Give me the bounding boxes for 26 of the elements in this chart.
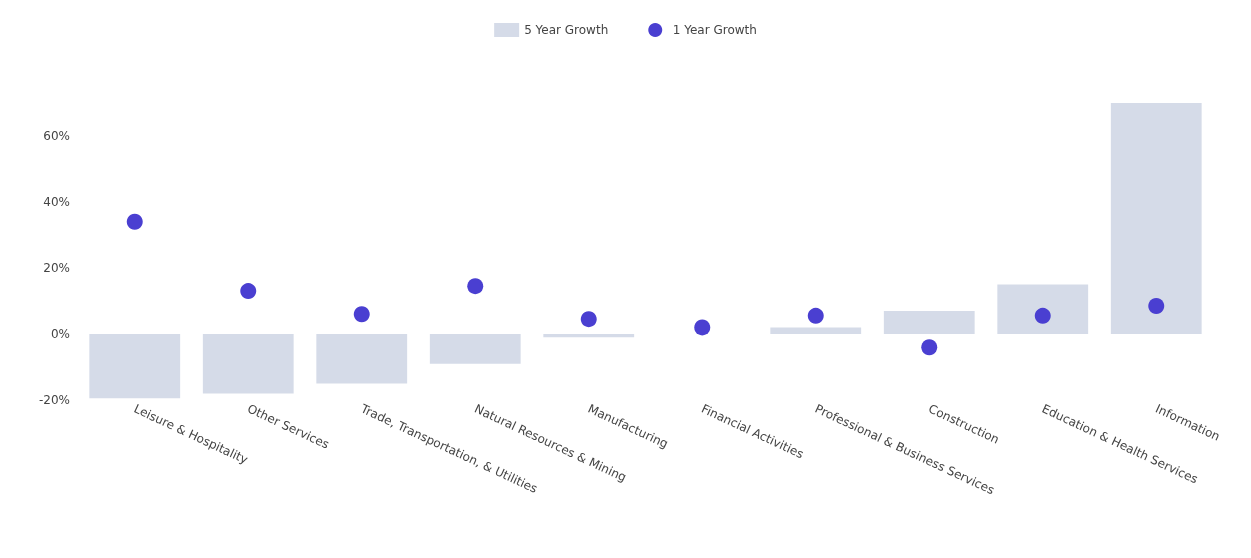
legend-label: 1 Year Growth <box>672 23 757 37</box>
bar <box>89 334 181 399</box>
y-tick-label: 40% <box>43 195 70 209</box>
point <box>694 319 711 336</box>
bar <box>770 327 862 334</box>
point <box>1034 307 1051 324</box>
bar <box>1110 103 1202 334</box>
point <box>921 339 938 356</box>
bar <box>543 334 635 338</box>
bar <box>997 284 1089 334</box>
legend-label: 5 Year Growth <box>524 23 609 37</box>
point <box>126 213 143 230</box>
bar <box>202 334 294 394</box>
point <box>467 278 484 295</box>
point <box>1148 297 1165 314</box>
point <box>240 283 257 300</box>
bar <box>883 310 975 334</box>
y-tick-label: -20% <box>38 393 70 407</box>
y-tick-label: 20% <box>43 261 70 275</box>
y-tick-label: 0% <box>50 327 70 341</box>
y-tick-label: 60% <box>43 129 70 143</box>
bar <box>429 334 521 364</box>
point <box>807 307 824 324</box>
bar <box>316 334 408 384</box>
point <box>353 306 370 323</box>
point <box>580 311 597 328</box>
